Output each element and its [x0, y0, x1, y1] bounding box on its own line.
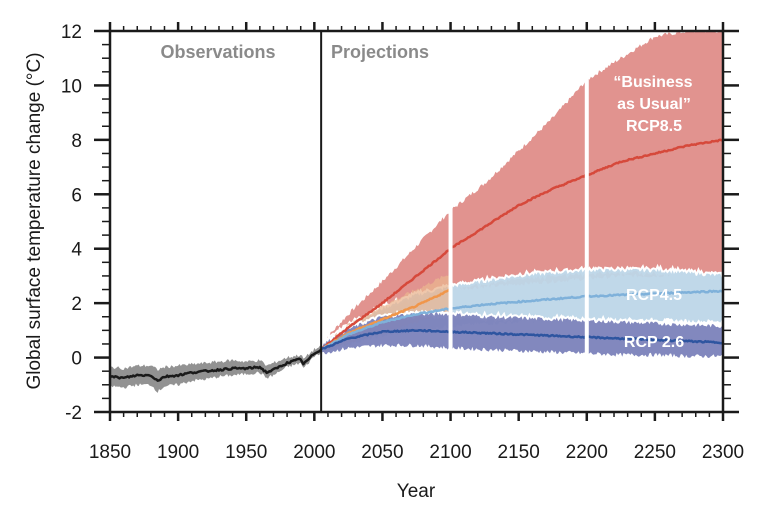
- x-tick-label: 2250: [634, 442, 676, 463]
- rcp45-mean-line: [320, 289, 724, 352]
- x-axis-title: Year: [397, 481, 436, 502]
- y-tick-label: 4: [71, 240, 82, 261]
- observations-mean-line: [109, 348, 323, 382]
- rcp85-label-line1: “Business: [613, 74, 692, 91]
- x-tick-label: 1900: [157, 442, 199, 463]
- y-tick-label: 10: [61, 76, 82, 97]
- series-lines: [109, 138, 724, 382]
- y-tick-label: 8: [71, 131, 82, 152]
- rcp45-label: RCP4.5: [626, 287, 682, 304]
- rcp85-label-line3: RCP8.5: [626, 118, 682, 135]
- observations-label: Observations: [160, 42, 275, 62]
- year-gap-markers: [448, 74, 589, 364]
- y-tick-label: -2: [65, 403, 82, 424]
- y-tick-label: 0: [71, 349, 82, 370]
- y-axis-title: Global surface temperature change (°C): [24, 52, 45, 389]
- y-tick-label: 12: [61, 22, 82, 43]
- rcp85-mean-line: [320, 138, 724, 351]
- observations-uncertainty-band: [110, 345, 322, 393]
- x-tick-label: 1950: [225, 442, 267, 463]
- x-tick-label: 1850: [89, 442, 131, 463]
- rcp45-uncertainty-band: [321, 268, 723, 354]
- projections-label: Projections: [331, 42, 429, 62]
- x-tick-label: 2150: [498, 442, 540, 463]
- y-tick-label: 2: [71, 294, 82, 315]
- y-tick-label: 6: [71, 185, 82, 206]
- x-tick-label: 2100: [429, 442, 471, 463]
- x-tick-label: 2300: [702, 442, 744, 463]
- x-tick-label: 2000: [293, 442, 335, 463]
- rcp26-mean-line: [320, 328, 724, 351]
- axes: 1850 1900 1950 2000 2050 2100 2150 2200 2250 2300…: [61, 22, 744, 463]
- x-tick-label: 2050: [361, 442, 403, 463]
- rcp26-label: RCP 2.6: [624, 334, 684, 351]
- x-tick-label: 2200: [566, 442, 608, 463]
- rcp85-label-line2: as Usual”: [617, 96, 691, 113]
